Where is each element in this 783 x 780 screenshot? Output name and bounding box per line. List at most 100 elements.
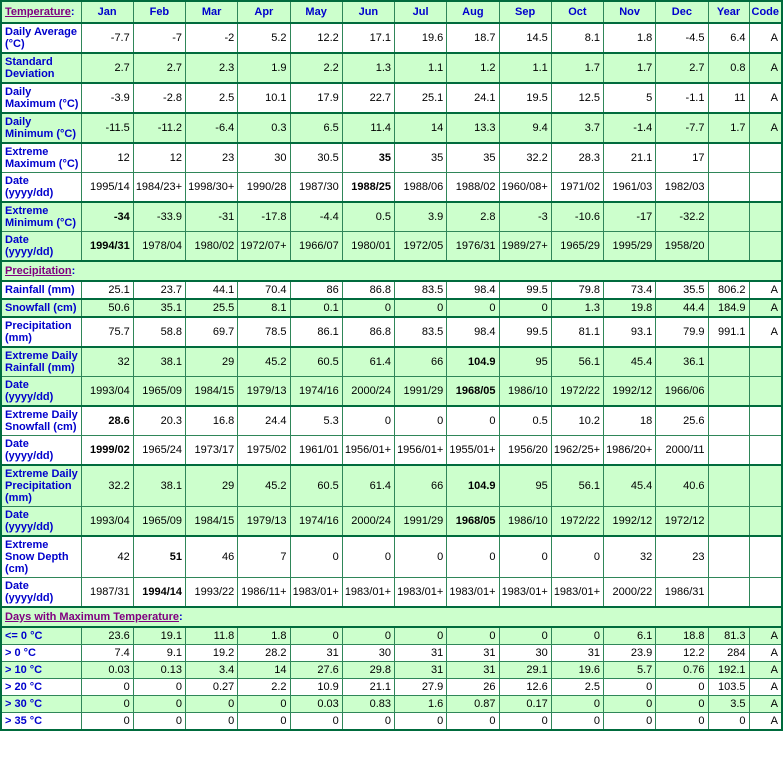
cell-may: 5.3 bbox=[289, 405, 343, 436]
cell-jun: 17.1 bbox=[341, 22, 396, 54]
cell-dec: 0 bbox=[655, 712, 709, 731]
cell-mar: 3.4 bbox=[184, 661, 239, 679]
cell-jul: 1956/01+ bbox=[393, 435, 448, 466]
cell-feb: 35.1 bbox=[132, 298, 187, 318]
cell-code bbox=[748, 464, 783, 507]
cell-year: 81.3 bbox=[707, 626, 750, 645]
cell-mar: 25.5 bbox=[184, 298, 239, 318]
table-head: Temperature: Jan Feb Mar Apr May Jun Jul Aug Sep O… bbox=[0, 0, 783, 24]
cell-jul: 66 bbox=[393, 346, 448, 377]
cell-aug: 104.9 bbox=[446, 464, 500, 507]
section-colon: : bbox=[179, 611, 183, 623]
table-row: <= 0 °C 23.6 19.1 11.8 1.8 0 0 0 0 0 0 6.1 18.8 81.3 A bbox=[0, 626, 783, 645]
cell-nov: 32 bbox=[602, 535, 657, 578]
cell-dec: 1986/31 bbox=[655, 577, 709, 608]
cell-dec: 35.5 bbox=[655, 280, 709, 300]
cell-code: A bbox=[748, 626, 783, 645]
cell-feb: 0 bbox=[132, 695, 187, 713]
cell-nov: 18 bbox=[602, 405, 657, 436]
cell-nov: 1992/12 bbox=[602, 506, 657, 537]
row-label: Extreme Daily Precipitation (mm) bbox=[0, 464, 82, 507]
table-row: Daily Minimum (°C) -11.5 -11.2 -6.4 0.3 6.5 11… bbox=[0, 112, 783, 144]
cell-jan: 0 bbox=[80, 678, 134, 696]
cell-nov: 1.7 bbox=[602, 52, 657, 84]
cell-oct: 12.5 bbox=[550, 82, 605, 114]
table-row: Extreme Daily Snowfall (cm) 28.6 20.3 16.8 2… bbox=[0, 405, 783, 436]
cell-oct: 1972/22 bbox=[550, 376, 605, 407]
cell-aug: 1976/31 bbox=[446, 231, 500, 262]
cell-mar: -6.4 bbox=[184, 112, 239, 144]
cell-aug: 1.2 bbox=[446, 52, 500, 84]
cell-aug: 1955/01+ bbox=[446, 435, 500, 466]
cell-year: 184.9 bbox=[707, 298, 750, 318]
cell-oct: -10.6 bbox=[550, 201, 605, 232]
cell-feb: 1965/09 bbox=[132, 506, 187, 537]
cell-jan: 42 bbox=[80, 535, 134, 578]
cell-aug: 0 bbox=[446, 712, 500, 731]
cell-sep: 12.6 bbox=[498, 678, 552, 696]
cell-jun: 61.4 bbox=[341, 464, 396, 507]
cell-code: A bbox=[748, 298, 783, 318]
cell-sep: 95 bbox=[498, 346, 552, 377]
cell-dec: 12.2 bbox=[655, 644, 709, 662]
row-label: Date (yyyy/dd) bbox=[0, 506, 82, 537]
column-header-aug: Aug bbox=[446, 0, 500, 24]
cell-mar: 11.8 bbox=[184, 626, 239, 645]
cell-jun: 0 bbox=[341, 298, 396, 318]
section-link-days-with-maximum-temperature[interactable]: Days with Maximum Temperature bbox=[5, 611, 180, 623]
cell-oct: 1.7 bbox=[550, 52, 605, 84]
row-label: > 30 °C bbox=[0, 695, 82, 713]
cell-feb: 1978/04 bbox=[132, 231, 187, 262]
cell-feb: 20.3 bbox=[132, 405, 187, 436]
cell-jan: 75.7 bbox=[80, 316, 134, 348]
cell-nov: 45.4 bbox=[602, 346, 657, 377]
cell-year bbox=[707, 142, 750, 173]
cell-jul: 0 bbox=[393, 712, 448, 731]
cell-may: 31 bbox=[289, 644, 343, 662]
section-colon: : bbox=[71, 265, 76, 277]
cell-jul: 31 bbox=[393, 644, 448, 662]
cell-sep: 1983/01+ bbox=[498, 577, 552, 608]
section-link-precipitation[interactable]: Precipitation bbox=[5, 265, 72, 277]
cell-apr: 1975/02 bbox=[237, 435, 291, 466]
row-label: Daily Minimum (°C) bbox=[0, 112, 82, 144]
cell-year bbox=[707, 464, 750, 507]
cell-jun: 1956/01+ bbox=[341, 435, 396, 466]
table-row: Date (yyyy/dd) 1993/04 1965/09 1984/15 1979/… bbox=[0, 506, 783, 537]
row-label: <= 0 °C bbox=[0, 626, 82, 645]
cell-jul: 3.9 bbox=[393, 201, 448, 232]
cell-jan: 28.6 bbox=[80, 405, 134, 436]
cell-jan: 0 bbox=[80, 712, 134, 731]
row-label: Snowfall (cm) bbox=[0, 298, 82, 318]
cell-sep: 14.5 bbox=[498, 22, 552, 54]
cell-aug: 1983/01+ bbox=[446, 577, 500, 608]
cell-mar: 1998/30+ bbox=[184, 172, 239, 203]
cell-sep: 19.5 bbox=[498, 82, 552, 114]
cell-apr: 10.1 bbox=[237, 82, 291, 114]
section-row-precipitation: Precipitation: bbox=[0, 260, 783, 282]
cell-aug: 35 bbox=[446, 142, 500, 173]
row-label: Precipitation (mm) bbox=[0, 316, 82, 348]
cell-jun: 22.7 bbox=[341, 82, 396, 114]
cell-feb: 58.8 bbox=[132, 316, 187, 348]
cell-sep: 1.1 bbox=[498, 52, 552, 84]
cell-mar: 1980/02 bbox=[184, 231, 239, 262]
cell-oct: 10.2 bbox=[550, 405, 605, 436]
cell-jul: 1991/29 bbox=[393, 376, 448, 407]
cell-feb: 1965/24 bbox=[132, 435, 187, 466]
cell-oct: 3.7 bbox=[550, 112, 605, 144]
cell-jun: 2000/24 bbox=[341, 376, 396, 407]
cell-dec: 25.6 bbox=[655, 405, 709, 436]
table-row: Extreme Daily Rainfall (mm) 32 38.1 29 45.2 6… bbox=[0, 346, 783, 377]
cell-may: 86 bbox=[289, 280, 343, 300]
cell-feb: 38.1 bbox=[132, 464, 187, 507]
row-label: Daily Maximum (°C) bbox=[0, 82, 82, 114]
cell-jun: 35 bbox=[341, 142, 396, 173]
cell-aug: 0 bbox=[446, 298, 500, 318]
cell-jul: 0 bbox=[393, 535, 448, 578]
cell-dec: 23 bbox=[655, 535, 709, 578]
cell-year bbox=[707, 435, 750, 466]
section-link-temperature[interactable]: Temperature bbox=[5, 6, 71, 18]
cell-jul: 19.6 bbox=[393, 22, 448, 54]
cell-dec: -1.1 bbox=[655, 82, 709, 114]
